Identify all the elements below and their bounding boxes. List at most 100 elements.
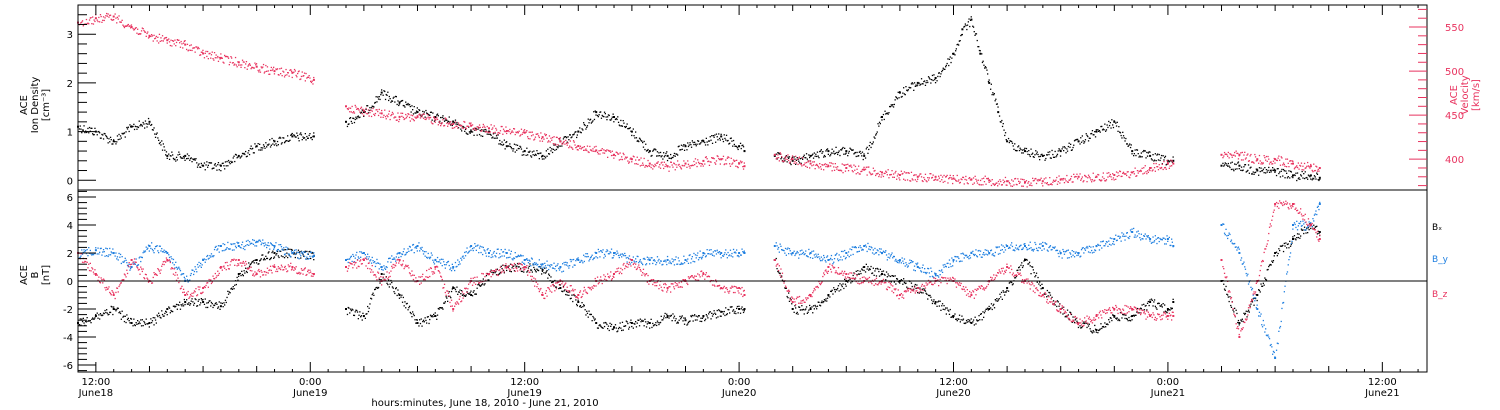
trace-dot [109, 14, 112, 16]
trace-dot [1105, 326, 1107, 328]
trace-dot [1119, 312, 1122, 314]
trace-dot [923, 80, 925, 83]
trace-dot [645, 164, 647, 167]
trace-dot [1259, 170, 1261, 173]
trace-dot [602, 115, 604, 117]
trace-dot [347, 261, 349, 264]
trace-dot [878, 175, 880, 178]
data-point [648, 322, 651, 324]
trace-dot [243, 270, 245, 272]
trace-dot [147, 37, 150, 39]
trace-dot [1147, 300, 1149, 303]
trace-dot [197, 46, 199, 49]
trace-dot [717, 316, 719, 318]
trace-dot [921, 180, 923, 182]
trace-dot [1138, 170, 1140, 172]
trace-dot [1021, 149, 1024, 151]
trace-dot [442, 119, 444, 121]
trace-dot [655, 322, 657, 324]
trace-dot [1285, 158, 1287, 160]
trace-dot [1258, 162, 1260, 164]
trace-dot [1109, 317, 1111, 319]
trace-dot [1118, 318, 1120, 320]
trace-dot [1125, 173, 1127, 175]
trace-dot [193, 273, 195, 276]
trace-dot [701, 140, 703, 142]
trace-dot [651, 326, 653, 329]
trace-dot [1089, 328, 1091, 330]
data-point [702, 140, 705, 143]
trace-dot [1019, 147, 1021, 149]
trace-dot [992, 92, 994, 94]
trace-dot [812, 157, 815, 159]
trace-dot [934, 303, 937, 305]
trace-dot [784, 160, 786, 162]
trace-dot [1299, 178, 1301, 180]
trace-dot [1111, 319, 1113, 322]
trace-dot [818, 301, 820, 303]
trace-dot [1274, 162, 1276, 164]
trace-dot [1306, 165, 1308, 167]
trace-dot [873, 170, 875, 172]
trace-dot [1155, 160, 1157, 162]
trace-dot [371, 256, 373, 259]
trace-dot [272, 68, 274, 70]
trace-dot [179, 301, 181, 303]
trace-dot [1140, 169, 1142, 171]
trace-dot [412, 311, 414, 313]
trace-dot [847, 163, 849, 165]
trace-dot [244, 67, 246, 69]
trace-dot [534, 153, 537, 155]
trace-dot [742, 144, 744, 146]
trace-dot [707, 317, 709, 319]
trace-dot [949, 56, 951, 58]
trace-dot [1090, 330, 1092, 332]
trace-dot [385, 266, 387, 268]
trace-dot [596, 151, 599, 153]
trace-dot [809, 307, 812, 309]
trace-dot [360, 256, 362, 258]
trace-dot [227, 57, 230, 59]
trace-dot [509, 263, 512, 265]
data-point [934, 301, 937, 303]
trace-dot [198, 163, 200, 165]
trace-dot [638, 140, 640, 143]
trace-dot [922, 83, 924, 85]
trace-dot [297, 251, 300, 253]
trace-dot [1243, 166, 1245, 168]
trace-dot [1047, 151, 1049, 153]
trace-dot [1232, 168, 1234, 170]
trace-dot [908, 86, 910, 89]
trace-dot [617, 121, 620, 123]
trace-dot [903, 87, 905, 89]
trace-dot [235, 154, 237, 156]
trace-dot [1289, 160, 1292, 162]
trace-dot [576, 303, 578, 306]
trace-dot [425, 251, 427, 253]
trace-dot [701, 320, 703, 323]
trace-dot [259, 260, 261, 262]
trace-dot [147, 123, 149, 125]
trace-dot [133, 263, 136, 265]
trace-dot [133, 261, 135, 263]
trace-dot [870, 146, 872, 149]
trace-dot [641, 140, 643, 142]
trace-dot [1126, 317, 1128, 320]
trace-dot [489, 133, 491, 135]
trace-dot [1264, 157, 1266, 159]
trace-dot [269, 73, 271, 75]
trace-dot [1026, 150, 1028, 153]
trace-dot [1261, 170, 1264, 172]
trace-dot [910, 282, 913, 284]
trace-dot [534, 154, 536, 157]
trace-dot [819, 150, 821, 153]
trace-dot [246, 244, 248, 246]
trace-dot [1079, 143, 1081, 145]
trace-dot [1242, 159, 1244, 161]
trace-dot [255, 63, 258, 65]
trace-dot [510, 250, 512, 252]
trace-dot [439, 259, 441, 261]
trace-dot [1046, 182, 1048, 185]
trace-dot [858, 155, 860, 157]
trace-dot [926, 80, 928, 82]
